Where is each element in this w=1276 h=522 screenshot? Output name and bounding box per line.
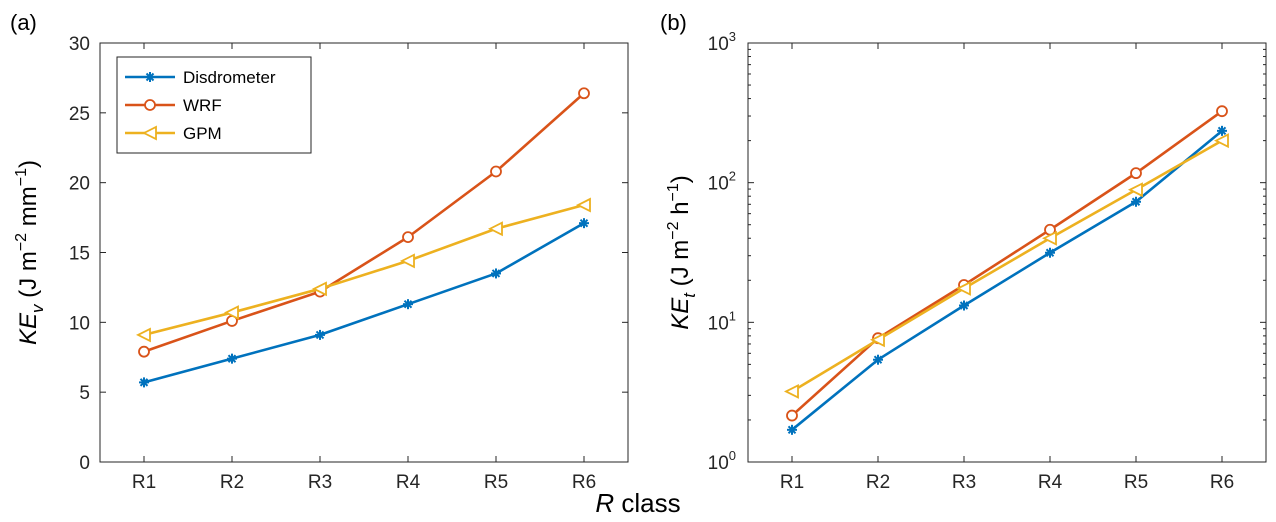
x-axis-title-variable: R (595, 488, 615, 518)
x-tick-label: R3 (308, 472, 332, 493)
panel-a-axes: R1 R2 R3 R4 R5 R6 0 5 10 15 20 25 30 (69, 34, 629, 493)
y-tick-label: 0 (79, 453, 90, 474)
point-disdrometer-marker (787, 424, 797, 435)
point-gpm-marker (135, 327, 151, 343)
point-disdrometer-marker (139, 377, 149, 388)
point-gpm-marker (1041, 230, 1057, 246)
series-line-gpm (143, 203, 585, 337)
panel-b-series (783, 105, 1229, 435)
x-tick-label: R5 (484, 472, 508, 493)
x-tick-label: R3 (952, 472, 976, 493)
panel-b-axes: R1 R2 R3 R4 R5 R6 100 101 102 103 (708, 29, 1267, 493)
x-tick-label: R1 (132, 472, 156, 493)
point-gpm-marker (487, 221, 503, 237)
legend-label: WRF (183, 96, 222, 115)
point-disdrometer-marker (403, 299, 413, 310)
y-tick-label: 100 (708, 448, 736, 474)
x-tick-label: R1 (780, 472, 804, 493)
legend-label: Disdrometer (183, 68, 276, 87)
series-line-wrf (791, 110, 1223, 417)
panel-a-label: (a) (10, 10, 37, 35)
point-gpm-marker (575, 197, 591, 213)
x-tick-label: R4 (1038, 472, 1063, 493)
point-gpm-marker (869, 332, 885, 348)
panel-a-y-axis-title: KEv (J m−2 mm−1) (13, 160, 47, 345)
point-wrf-marker (138, 345, 150, 358)
x-tick-label: R2 (220, 472, 244, 493)
plot-frame (747, 42, 1267, 463)
point-gpm-marker (223, 305, 239, 321)
series-wrf (786, 105, 1228, 422)
legend-marker (141, 125, 157, 141)
point-disdrometer-marker (227, 353, 237, 364)
y-tick-label: 10 (69, 313, 90, 334)
series-line-disdrometer (143, 222, 585, 384)
point-disdrometer-marker (491, 268, 501, 279)
point-wrf-marker (786, 409, 798, 422)
point-gpm-marker (955, 280, 971, 296)
panel-b-label: (b) (660, 10, 687, 35)
x-tick-label: R5 (1124, 472, 1148, 493)
y-tick-label: 25 (69, 104, 90, 125)
point-wrf-marker (490, 165, 502, 178)
point-disdrometer-marker (959, 300, 969, 311)
point-gpm-marker (311, 281, 327, 297)
legend-marker (144, 99, 156, 111)
point-disdrometer-marker (579, 218, 589, 229)
x-tick-label: R2 (866, 472, 890, 493)
series-gpm (783, 133, 1229, 399)
point-disdrometer-marker (315, 329, 325, 340)
panel-a-legend: Disdrometer WRF GPM (116, 56, 312, 154)
x-tick-label: R6 (572, 472, 596, 493)
shared-x-axis-title: R class (0, 488, 1276, 519)
y-tick-label: 101 (708, 308, 736, 334)
x-tick-label: R6 (1210, 472, 1234, 493)
series-disdrometer (139, 218, 589, 388)
y-tick-label: 30 (69, 34, 90, 55)
point-disdrometer-marker (873, 354, 883, 365)
point-wrf-marker (1216, 105, 1228, 118)
y-tick-label: 15 (69, 244, 90, 265)
y-tick-label: 5 (79, 383, 90, 404)
point-gpm-marker (783, 383, 799, 399)
point-gpm-marker (399, 253, 415, 269)
series-line-wrf (143, 92, 585, 353)
point-disdrometer-marker (1131, 196, 1141, 207)
panel-b-y-axis-title: KEt (J m−2 h−1) (665, 175, 699, 330)
legend-entry-disdrometer: Disdrometer (125, 68, 276, 87)
point-disdrometer-marker (1045, 247, 1055, 258)
point-wrf-marker (402, 231, 414, 244)
series-wrf (138, 87, 590, 358)
panel-b-chart: (b) KEt (J m−2 h−1) R1 R2 R3 R4 R5 R6 100 101 10… (660, 10, 1267, 493)
y-tick-label: 102 (708, 169, 736, 195)
series-gpm (135, 197, 591, 343)
series-line-disdrometer (791, 129, 1223, 431)
y-tick-label: 103 (708, 29, 736, 55)
point-disdrometer-marker (1217, 125, 1227, 136)
series-line-gpm (791, 139, 1223, 393)
legend-marker (145, 72, 155, 82)
point-wrf-marker (1130, 167, 1142, 180)
panel-a-series (135, 87, 591, 388)
panel-a-chart: (a) KEv (J m−2 mm−1) R1 R2 R3 R4 R5 R6 0 5 10 15 2… (10, 10, 629, 493)
legend-label: GPM (183, 124, 222, 143)
y-tick-label: 20 (69, 174, 90, 195)
point-gpm-marker (1213, 133, 1229, 149)
series-disdrometer (787, 125, 1227, 435)
legend-entry-wrf: WRF (125, 96, 222, 115)
legend-entry-gpm: GPM (125, 124, 222, 143)
x-tick-label: R4 (396, 472, 421, 493)
x-axis-title-text: class (614, 488, 681, 518)
point-wrf-marker (578, 87, 590, 100)
point-gpm-marker (1127, 182, 1143, 198)
